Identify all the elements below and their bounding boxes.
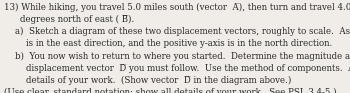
Text: details of your work.  (Show vector  D̅ in the diagram above.): details of your work. (Show vector D̅ in… xyxy=(26,76,292,85)
Text: b)  You now wish to return to where you started.  Determine the magnitude and di: b) You now wish to return to where you s… xyxy=(15,52,350,61)
Text: (Use clear, standard notation; show all details of your work.  See PSL 3.4-5.): (Use clear, standard notation; show all … xyxy=(4,88,337,93)
Text: a)  Sketch a diagram of these two displacement vectors, roughly to scale.  Assum: a) Sketch a diagram of these two displac… xyxy=(15,27,350,36)
Text: is in the east direction, and the positive y-axis is in the north direction.: is in the east direction, and the positi… xyxy=(26,39,332,48)
Text: degrees north of east ( B̅).: degrees north of east ( B̅). xyxy=(20,15,134,24)
Text: 13) While hiking, you travel 5.0 miles south (vector  A̅), then turn and travel : 13) While hiking, you travel 5.0 miles s… xyxy=(4,3,350,12)
Text: displacement vector  D̅ you must follow.  Use the method of components.  As alwa: displacement vector D̅ you must follow. … xyxy=(26,64,350,73)
